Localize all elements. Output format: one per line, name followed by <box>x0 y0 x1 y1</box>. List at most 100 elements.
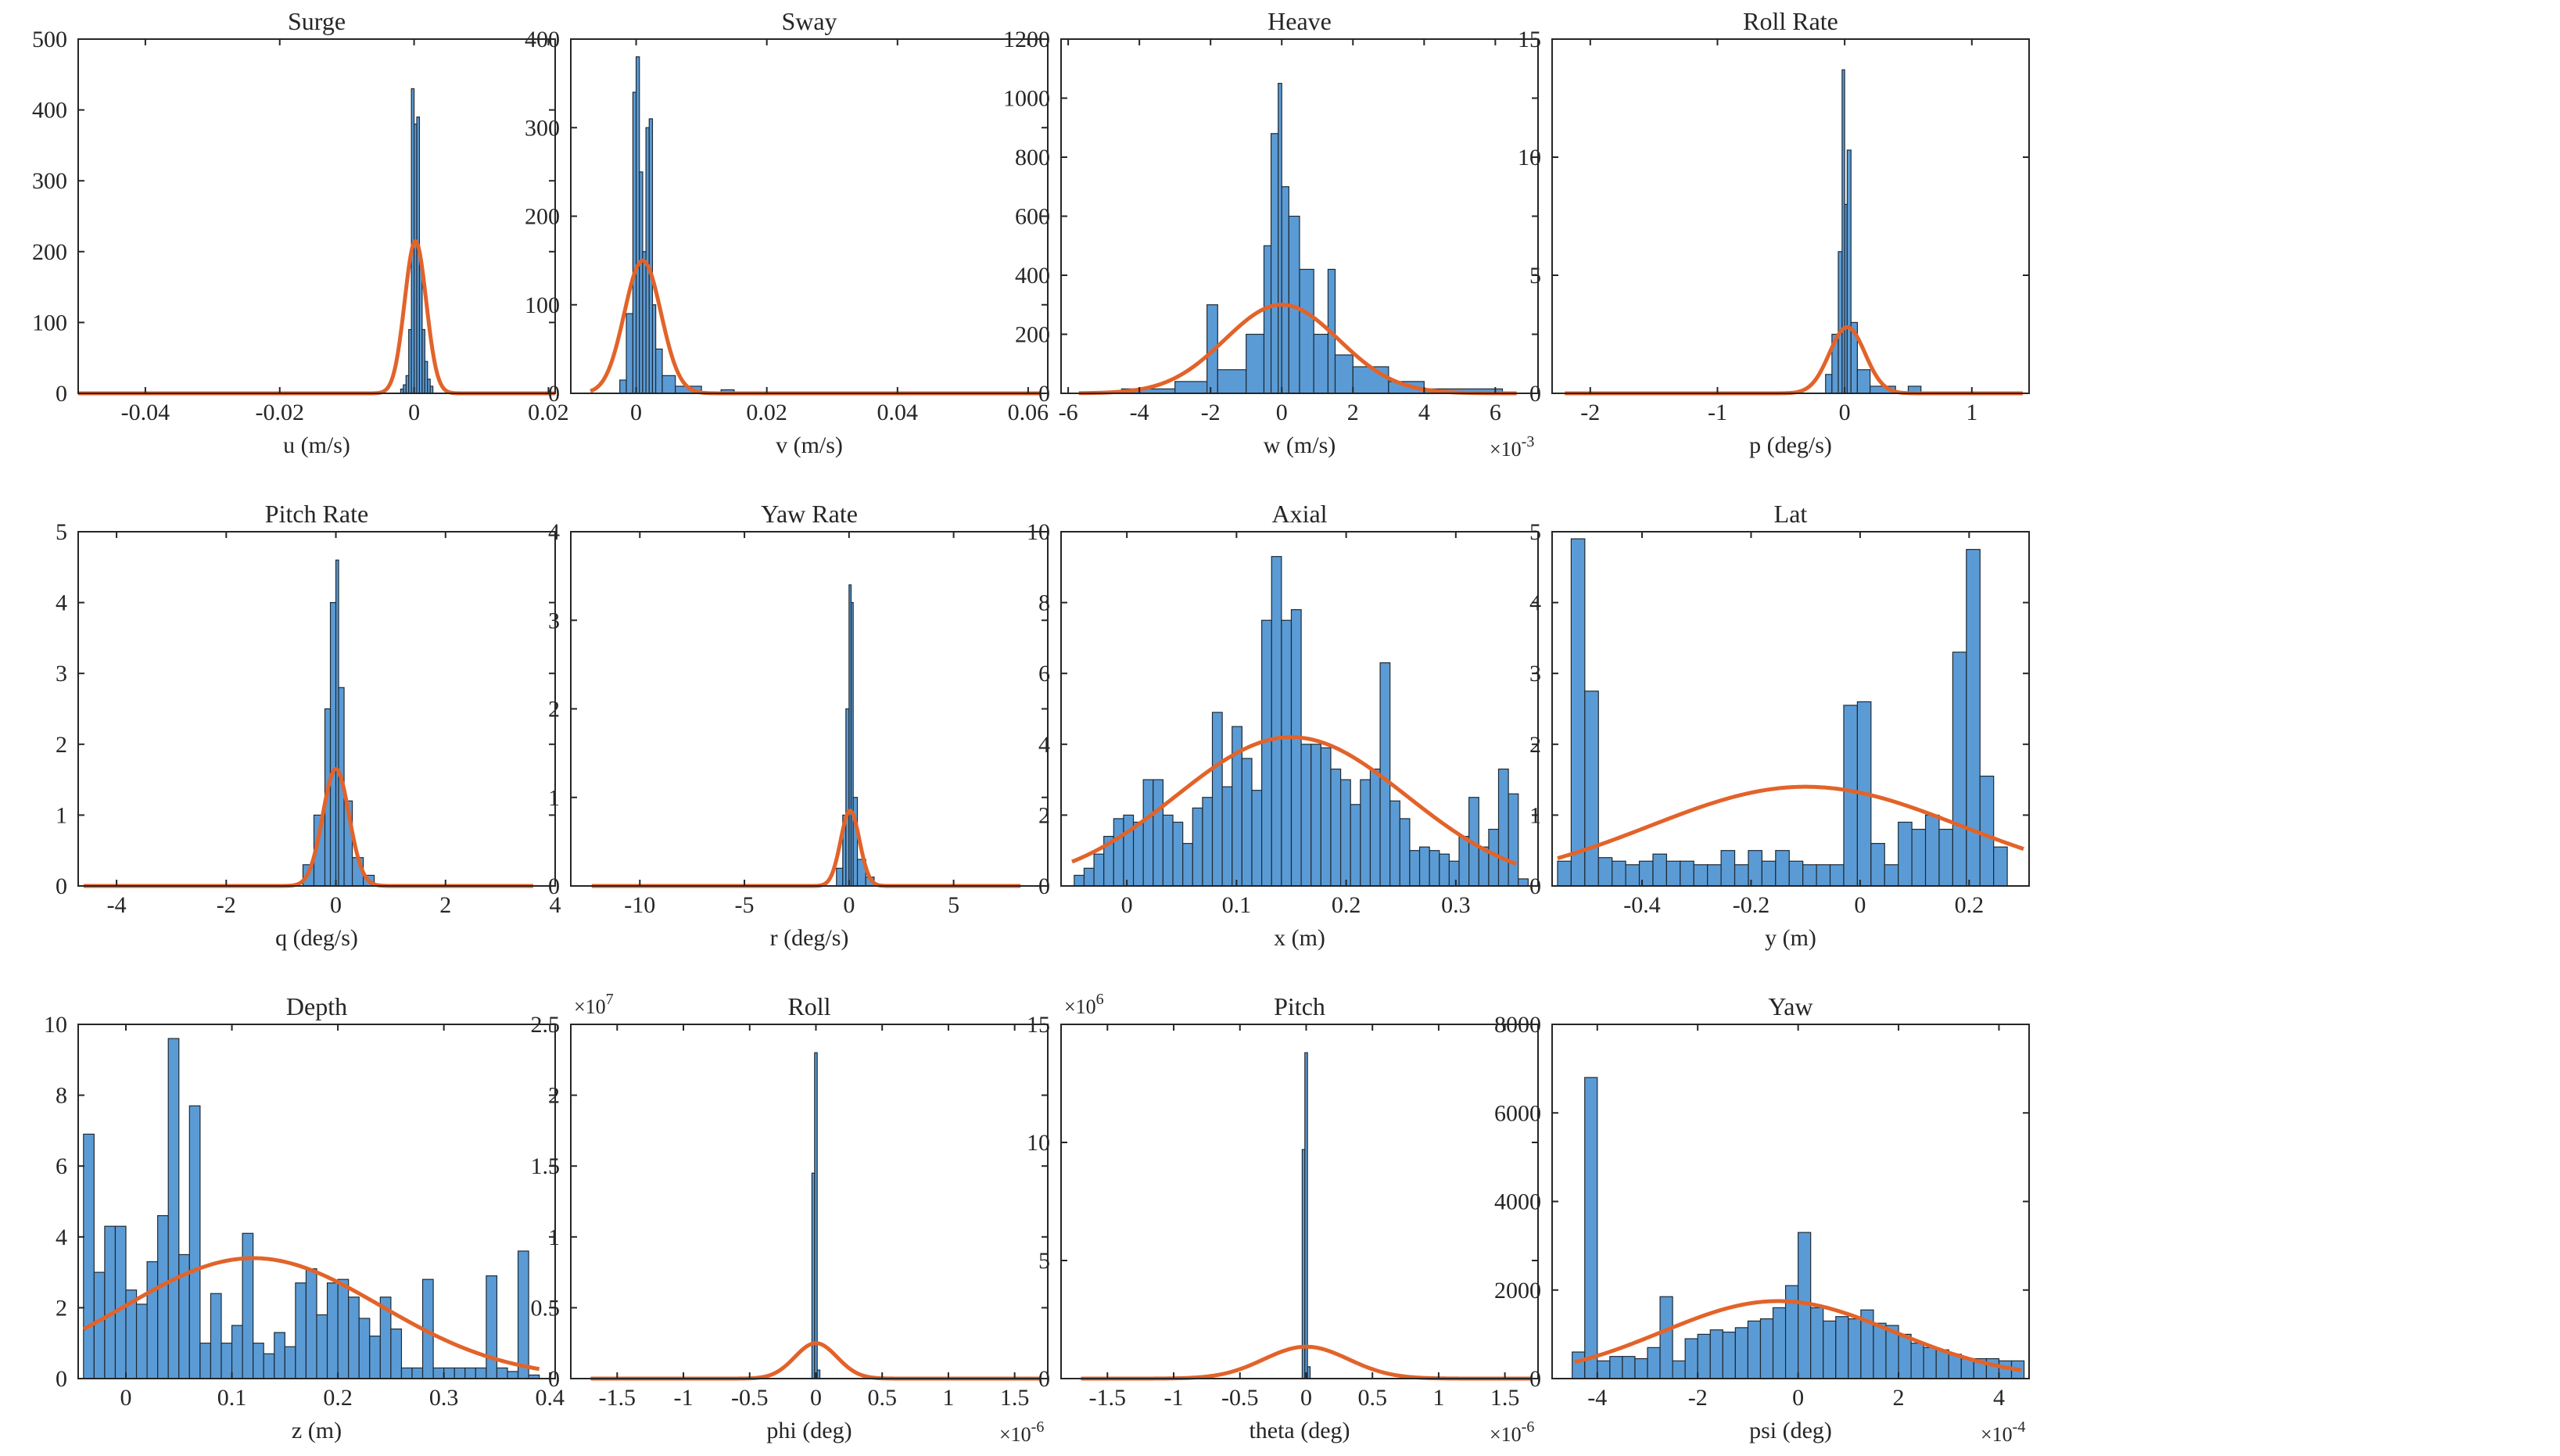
x-tick-label: 0.02 <box>528 400 569 425</box>
histogram-bar <box>1330 768 1342 887</box>
plot-area <box>1061 1024 1538 1379</box>
histogram-bar <box>1290 609 1302 887</box>
x-tick-label: 2 <box>1893 1385 1905 1411</box>
y-tick-label: 100 <box>525 292 560 318</box>
y-tick-label: 400 <box>525 27 560 52</box>
y-tick-label: 4 <box>56 1225 67 1250</box>
axes-box <box>1551 38 2030 394</box>
x-tick-label: 0 <box>630 400 642 425</box>
x-tick-label: -5 <box>735 892 755 918</box>
histogram-bar <box>635 56 640 394</box>
y-tick-label: 1 <box>548 1225 560 1250</box>
y-tick-label: 300 <box>32 168 67 194</box>
x-axis-multiplier: ×10-3 <box>1490 433 1534 461</box>
histogram-bar <box>1334 354 1354 394</box>
histogram-bar <box>1759 1318 1774 1379</box>
x-tick-label: 0.06 <box>1008 400 1049 425</box>
y-tick-label: 400 <box>1015 263 1050 289</box>
x-tick-label: -0.02 <box>255 400 304 425</box>
histogram-bar <box>146 1261 159 1379</box>
histogram-bar <box>1369 768 1381 887</box>
y-tick-label: 1 <box>1529 802 1541 828</box>
histogram-bar <box>1162 814 1174 887</box>
histogram-bar <box>1304 1052 1308 1379</box>
normal-fit-line <box>82 1256 540 1372</box>
x-tick-label: -1.5 <box>599 1385 636 1411</box>
histogram-bar <box>1597 1360 1611 1379</box>
histogram-bar <box>852 797 859 887</box>
bars <box>1572 1077 2025 1379</box>
histogram-bar <box>167 1038 180 1379</box>
histogram-bar <box>1788 860 1804 887</box>
histogram-bar <box>1360 779 1371 887</box>
x-tick-label: -2 <box>1201 400 1221 425</box>
subplot-roll: -1.5 -1 -0.5 0 0.5 1 1.5 0 0.5 1 1.5 2 2.5 Roll phi (d… <box>531 991 1049 1446</box>
x-axis-label: p (deg/s) <box>1749 432 1832 458</box>
histogram-bar <box>1838 251 1843 394</box>
histogram-bar <box>1123 814 1135 887</box>
y-tick-label: 2.5 <box>531 1012 561 1038</box>
y-tick-label: 8000 <box>1494 1012 1541 1038</box>
y-tick-label: 200 <box>32 239 67 265</box>
x-tick-label: 4 <box>550 892 561 918</box>
histogram-bar <box>1672 1360 1686 1379</box>
x-tick-label: 0 <box>1121 892 1133 918</box>
y-tick-label: 5 <box>56 519 67 545</box>
y-axis-multiplier-exponent: 6 <box>1096 991 1104 1008</box>
histogram-bar <box>814 1052 818 1379</box>
plot-area <box>571 532 1048 886</box>
histogram-bar <box>1659 1296 1673 1379</box>
y-axis-multiplier: ×107 <box>574 991 614 1018</box>
plot-area <box>571 1024 1048 1379</box>
x-tick-label: 5 <box>948 892 959 918</box>
y-tick-label: 3 <box>548 608 560 633</box>
histogram-bar <box>231 1325 243 1379</box>
histogram-bar <box>496 1367 508 1379</box>
histogram-bar <box>1350 804 1361 887</box>
x-axis-label: psi (deg) <box>1749 1418 1832 1443</box>
histogram-bar <box>210 1293 222 1379</box>
y-tick-label: 1000 <box>1003 86 1050 112</box>
histogram-bar <box>639 171 644 394</box>
x-tick-label: -0.2 <box>1733 892 1770 918</box>
y-tick-label: 2 <box>56 1295 67 1321</box>
x-axis-multiplier: ×10-6 <box>1490 1418 1534 1446</box>
x-tick-label: 0.1 <box>1222 892 1252 918</box>
x-tick-label: -1 <box>1708 400 1727 425</box>
y-tick-label: 2000 <box>1494 1278 1541 1304</box>
histogram-bar <box>400 1367 413 1379</box>
x-tick-label: 1 <box>1432 1385 1444 1411</box>
histogram-bar <box>642 251 647 394</box>
histogram-bar <box>1823 1320 1837 1379</box>
histogram-bar <box>1497 768 1509 887</box>
x-axis-label: z (m) <box>292 1418 342 1443</box>
subplot-title: Depth <box>286 992 347 1020</box>
x-tick-label: -6 <box>1059 400 1078 425</box>
x-tick-label: 0 <box>843 892 855 918</box>
histogram-bar <box>1271 556 1282 887</box>
histogram-bar <box>1093 853 1105 887</box>
subplot-heave: -6 -4 -2 0 2 4 6 0 200 400 600 800 1000 1200 Heave w (m… <box>1003 7 1539 461</box>
y-tick-label: 2 <box>548 1083 560 1109</box>
x-tick-label: -0.5 <box>1221 1385 1259 1411</box>
histogram-bar <box>626 313 633 394</box>
histogram-bar <box>651 304 657 394</box>
histogram-bar <box>284 1346 296 1379</box>
histogram-bar <box>475 1367 487 1379</box>
y-tick-label: 4 <box>548 519 560 545</box>
x-tick-label: 4 <box>1418 400 1430 425</box>
y-tick-label: 5 <box>1038 1248 1050 1274</box>
y-tick-label: 2 <box>56 732 67 758</box>
y-tick-label: 500 <box>32 27 67 52</box>
subplot-title: Heave <box>1267 7 1332 35</box>
histogram-bar <box>1816 864 1831 887</box>
normal-fit-line <box>1078 303 1518 396</box>
x-axis-label: r (deg/s) <box>770 925 849 951</box>
x-axis-label: q (deg/s) <box>275 925 358 951</box>
histogram-bar <box>1174 381 1211 394</box>
normal-fit-line <box>1071 735 1517 866</box>
x-tick-label: 0 <box>1839 400 1851 425</box>
histogram-bar <box>1246 333 1265 394</box>
x-axis-multiplier-exponent: -6 <box>1031 1418 1045 1436</box>
